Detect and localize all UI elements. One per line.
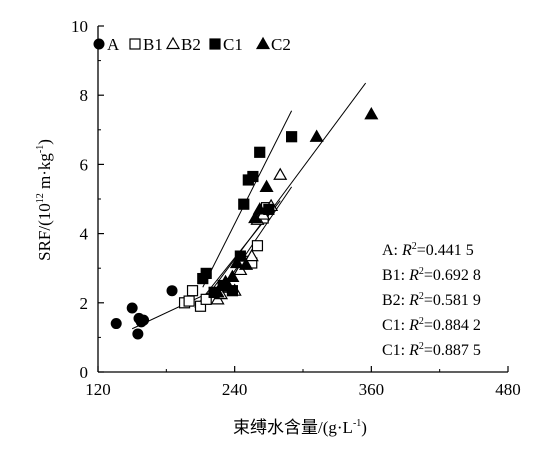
point-c1 <box>238 198 250 210</box>
data-points <box>110 107 379 340</box>
point-b1 <box>194 300 207 312</box>
legend-label-b1: B1 <box>143 35 163 54</box>
x-tick-label: 120 <box>85 380 111 399</box>
point-c1 <box>247 170 259 183</box>
point-b1 <box>200 293 212 305</box>
point-c1 <box>286 131 298 143</box>
fit-line-c2 <box>205 82 367 298</box>
point-a <box>132 328 144 340</box>
legend-marker-a <box>93 38 105 50</box>
point-c2 <box>239 257 254 270</box>
point-b1 <box>251 240 264 252</box>
point-c2 <box>225 269 240 282</box>
y-tick-label: 2 <box>80 294 89 313</box>
point-a <box>110 318 122 330</box>
legend-marker-b1 <box>129 38 141 50</box>
y-tick-label: 4 <box>80 225 89 244</box>
point-b2 <box>273 167 288 180</box>
point-c2 <box>259 179 274 192</box>
legend-marker-b2 <box>165 36 181 50</box>
y-axis-label: SRF/(1012 m·kg-1) <box>35 139 54 261</box>
y-tick-label: 6 <box>80 155 89 174</box>
legend-marker-c1 <box>209 38 221 50</box>
legend-label-c2: C2 <box>271 35 291 54</box>
x-tick-labels: 120 240 360 480 <box>85 366 521 399</box>
y-tick-label: 0 <box>80 363 89 382</box>
y-tick-label: 8 <box>80 86 89 105</box>
point-c2 <box>364 107 379 120</box>
x-tick-label: 480 <box>495 380 521 399</box>
legend-marker-c2 <box>255 36 271 50</box>
r2-annotation: A: R2=0.441 5 <box>382 241 474 259</box>
point-c1 <box>234 250 246 262</box>
x-tick-label: 360 <box>359 380 385 399</box>
point-c1 <box>200 267 212 279</box>
legend: A B1 B2 C1 C2 <box>93 35 291 54</box>
point-c2 <box>210 285 225 298</box>
point-a <box>138 314 150 326</box>
point-c1 <box>254 146 266 158</box>
point-b2 <box>244 248 259 262</box>
point-c2 <box>252 202 267 215</box>
point-a <box>166 285 178 297</box>
point-c2 <box>248 210 263 224</box>
y-tick-labels: 0 2 4 6 8 10 <box>71 17 104 382</box>
x-tick-label: 240 <box>222 380 248 399</box>
r2-annotation: B1: R2=0.692 8 <box>382 266 481 284</box>
point-b1 <box>183 295 195 307</box>
r2-annotation: B2: R2=0.581 9 <box>382 291 481 309</box>
point-a <box>126 302 138 314</box>
point-c2 <box>229 255 244 269</box>
r2-annotations: A: R2=0.441 5 B1: R2=0.692 8 B2: R2=0.581 … <box>382 241 481 359</box>
legend-label-b2: B2 <box>181 35 201 54</box>
r2-annotation: C1: R2=0.884 2 <box>382 316 481 334</box>
point-c1 <box>226 285 238 297</box>
r2-annotation: C1: R2=0.887 5 <box>382 341 481 359</box>
y-tick-label: 10 <box>71 17 88 36</box>
legend-label-c1: C1 <box>223 35 243 54</box>
legend-label-a: A <box>107 35 120 54</box>
point-b1 <box>186 285 199 297</box>
x-axis-label: 束缚水含量/(g·L-1) <box>233 418 367 437</box>
point-c2 <box>309 129 324 142</box>
